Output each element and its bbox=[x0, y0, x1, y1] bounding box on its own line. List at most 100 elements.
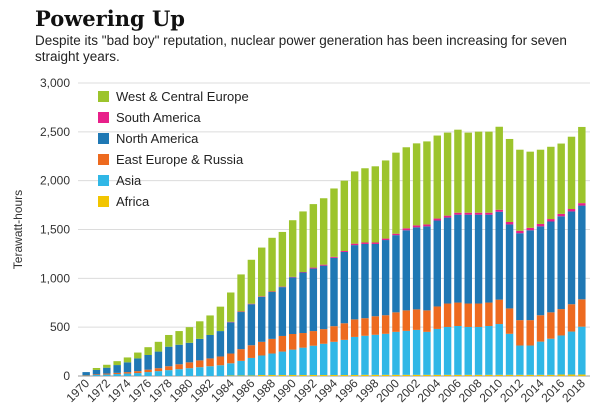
legend-label: North America bbox=[116, 131, 199, 146]
bar-segment-south-america-1994 bbox=[330, 256, 338, 258]
bar-segment-north-america-1974 bbox=[123, 362, 132, 373]
bar-segment-asia-1988 bbox=[268, 353, 276, 376]
bar-segment-west-central-europe-1994 bbox=[330, 188, 338, 257]
bar-segment-africa-2008 bbox=[474, 374, 483, 376]
bar-segment-asia-1975 bbox=[134, 373, 142, 376]
bar-segment-east-europe-russia-1971 bbox=[92, 374, 101, 376]
bar-segment-north-america-1988 bbox=[268, 292, 276, 339]
bar-segment-west-central-europe-1999 bbox=[381, 160, 390, 239]
bar-segment-africa-1997 bbox=[361, 374, 369, 376]
bar-segment-asia-1973 bbox=[113, 374, 121, 376]
bar-segment-south-america-2018 bbox=[578, 203, 586, 206]
bar-segment-west-central-europe-2003 bbox=[423, 141, 431, 225]
bar-segment-africa-2007 bbox=[464, 374, 472, 376]
y-tick-label: 1,000 bbox=[40, 271, 70, 285]
bar-segment-north-america-1972 bbox=[103, 367, 111, 374]
x-axis-ticks: 1970197219741976197819801982198419861988… bbox=[64, 376, 589, 405]
bar-segment-africa-2004 bbox=[433, 374, 441, 376]
bar-segment-asia-1987 bbox=[257, 355, 266, 376]
bar-segment-asia-1983 bbox=[216, 365, 225, 376]
bar-segment-north-america-1985 bbox=[237, 312, 245, 350]
legend-swatch bbox=[98, 133, 109, 144]
bar-segment-west-central-europe-2002 bbox=[412, 143, 421, 226]
bar-segment-east-europe-russia-1994 bbox=[330, 326, 338, 342]
bar-segment-africa-2010 bbox=[495, 374, 503, 376]
bar-segment-africa-2002 bbox=[412, 374, 421, 376]
bar-segment-east-europe-russia-1984 bbox=[227, 353, 235, 364]
bar-segment-asia-1978 bbox=[165, 370, 173, 376]
bar-segment-north-america-1993 bbox=[319, 265, 328, 330]
bar-segment-north-america-1986 bbox=[247, 304, 256, 346]
bar-segment-asia-2015 bbox=[547, 338, 555, 375]
legend-label: Asia bbox=[116, 173, 142, 188]
bar-segment-west-central-europe-1995 bbox=[340, 180, 349, 251]
bar-segment-africa-1987 bbox=[257, 375, 266, 376]
bar-segment-west-central-europe-2013 bbox=[526, 151, 534, 228]
bar-segment-west-central-europe-1991 bbox=[299, 211, 307, 272]
bar-segment-north-america-2000 bbox=[392, 235, 400, 313]
y-tick-label: 1,500 bbox=[40, 223, 70, 237]
bar-segment-east-europe-russia-2011 bbox=[505, 308, 514, 334]
bar-segment-north-america-2001 bbox=[402, 230, 411, 311]
bar-segment-asia-1998 bbox=[371, 334, 380, 375]
bar-segment-south-america-2013 bbox=[526, 227, 534, 231]
bar-segment-west-central-europe-2012 bbox=[516, 149, 524, 231]
bar-segment-south-america-2010 bbox=[495, 209, 503, 212]
bar-segment-south-america-1998 bbox=[371, 242, 380, 244]
bar-segment-asia-2004 bbox=[433, 328, 441, 375]
bar-segment-south-america-1996 bbox=[350, 243, 359, 246]
legend-label: East Europe & Russia bbox=[116, 152, 244, 167]
bars bbox=[82, 126, 586, 376]
x-tick-label: 2018 bbox=[559, 376, 588, 405]
bar-segment-north-america-1996 bbox=[350, 245, 359, 320]
bar-segment-west-central-europe-2008 bbox=[474, 131, 483, 213]
bar-segment-asia-2005 bbox=[443, 326, 452, 375]
bar-segment-west-central-europe-1985 bbox=[237, 274, 245, 312]
bar-segment-africa-2012 bbox=[516, 374, 524, 376]
bar-segment-asia-2007 bbox=[464, 326, 472, 375]
bar-segment-west-central-europe-1997 bbox=[361, 168, 369, 243]
bar-segment-north-america-2002 bbox=[412, 227, 421, 310]
y-tick-label: 2,000 bbox=[40, 174, 70, 188]
bar-segment-africa-2009 bbox=[485, 374, 493, 376]
bar-segment-west-central-europe-1972 bbox=[103, 364, 111, 368]
bar-segment-east-europe-russia-2001 bbox=[402, 310, 411, 331]
bar-segment-africa-1992 bbox=[309, 375, 318, 376]
bar-segment-west-central-europe-1984 bbox=[227, 292, 235, 322]
bar-segment-east-europe-russia-1983 bbox=[216, 356, 225, 366]
bar-segment-east-europe-russia-2013 bbox=[526, 320, 534, 346]
bar-segment-west-central-europe-1988 bbox=[268, 237, 276, 292]
bar-segment-west-central-europe-1978 bbox=[165, 334, 173, 347]
bar-segment-east-europe-russia-1985 bbox=[237, 349, 245, 361]
bar-segment-africa-1993 bbox=[319, 375, 328, 376]
bar-segment-east-europe-russia-2016 bbox=[557, 309, 565, 336]
bar-segment-africa-2015 bbox=[547, 374, 555, 376]
bar-segment-north-america-1992 bbox=[309, 268, 318, 332]
bar-segment-east-europe-russia-1999 bbox=[381, 315, 390, 334]
bar-segment-east-europe-russia-1989 bbox=[278, 335, 287, 352]
bar-segment-south-america-1997 bbox=[361, 242, 369, 244]
y-tick-label: 0 bbox=[63, 369, 70, 383]
bar-segment-south-america-2007 bbox=[464, 212, 472, 215]
y-tick-label: 3,000 bbox=[40, 76, 70, 90]
bar-segment-north-america-1982 bbox=[206, 334, 214, 359]
legend-label: Africa bbox=[116, 194, 150, 209]
bar-segment-west-central-europe-2015 bbox=[547, 146, 555, 220]
bar-segment-east-europe-russia-1991 bbox=[299, 333, 307, 348]
bar-segment-africa-1996 bbox=[350, 375, 359, 376]
bar-segment-west-central-europe-1993 bbox=[319, 198, 328, 265]
bar-segment-east-europe-russia-2014 bbox=[536, 315, 545, 342]
bar-segment-east-europe-russia-1980 bbox=[185, 362, 194, 369]
bar-segment-north-america-1979 bbox=[175, 344, 183, 365]
y-axis-label: Terawatt-hours bbox=[11, 190, 25, 269]
bar-segment-west-central-europe-2009 bbox=[485, 131, 493, 213]
bar-segment-asia-2001 bbox=[402, 330, 411, 375]
bar-segment-west-central-europe-1977 bbox=[154, 341, 163, 352]
bar-segment-south-america-2006 bbox=[454, 212, 462, 215]
bar-segment-west-central-europe-2017 bbox=[567, 136, 576, 209]
bar-segment-africa-1998 bbox=[371, 374, 380, 376]
bar-segment-north-america-2016 bbox=[557, 216, 565, 310]
bar-segment-west-central-europe-1976 bbox=[144, 347, 152, 356]
bar-segment-north-america-2011 bbox=[505, 224, 514, 309]
bar-segment-south-america-2008 bbox=[474, 212, 483, 215]
